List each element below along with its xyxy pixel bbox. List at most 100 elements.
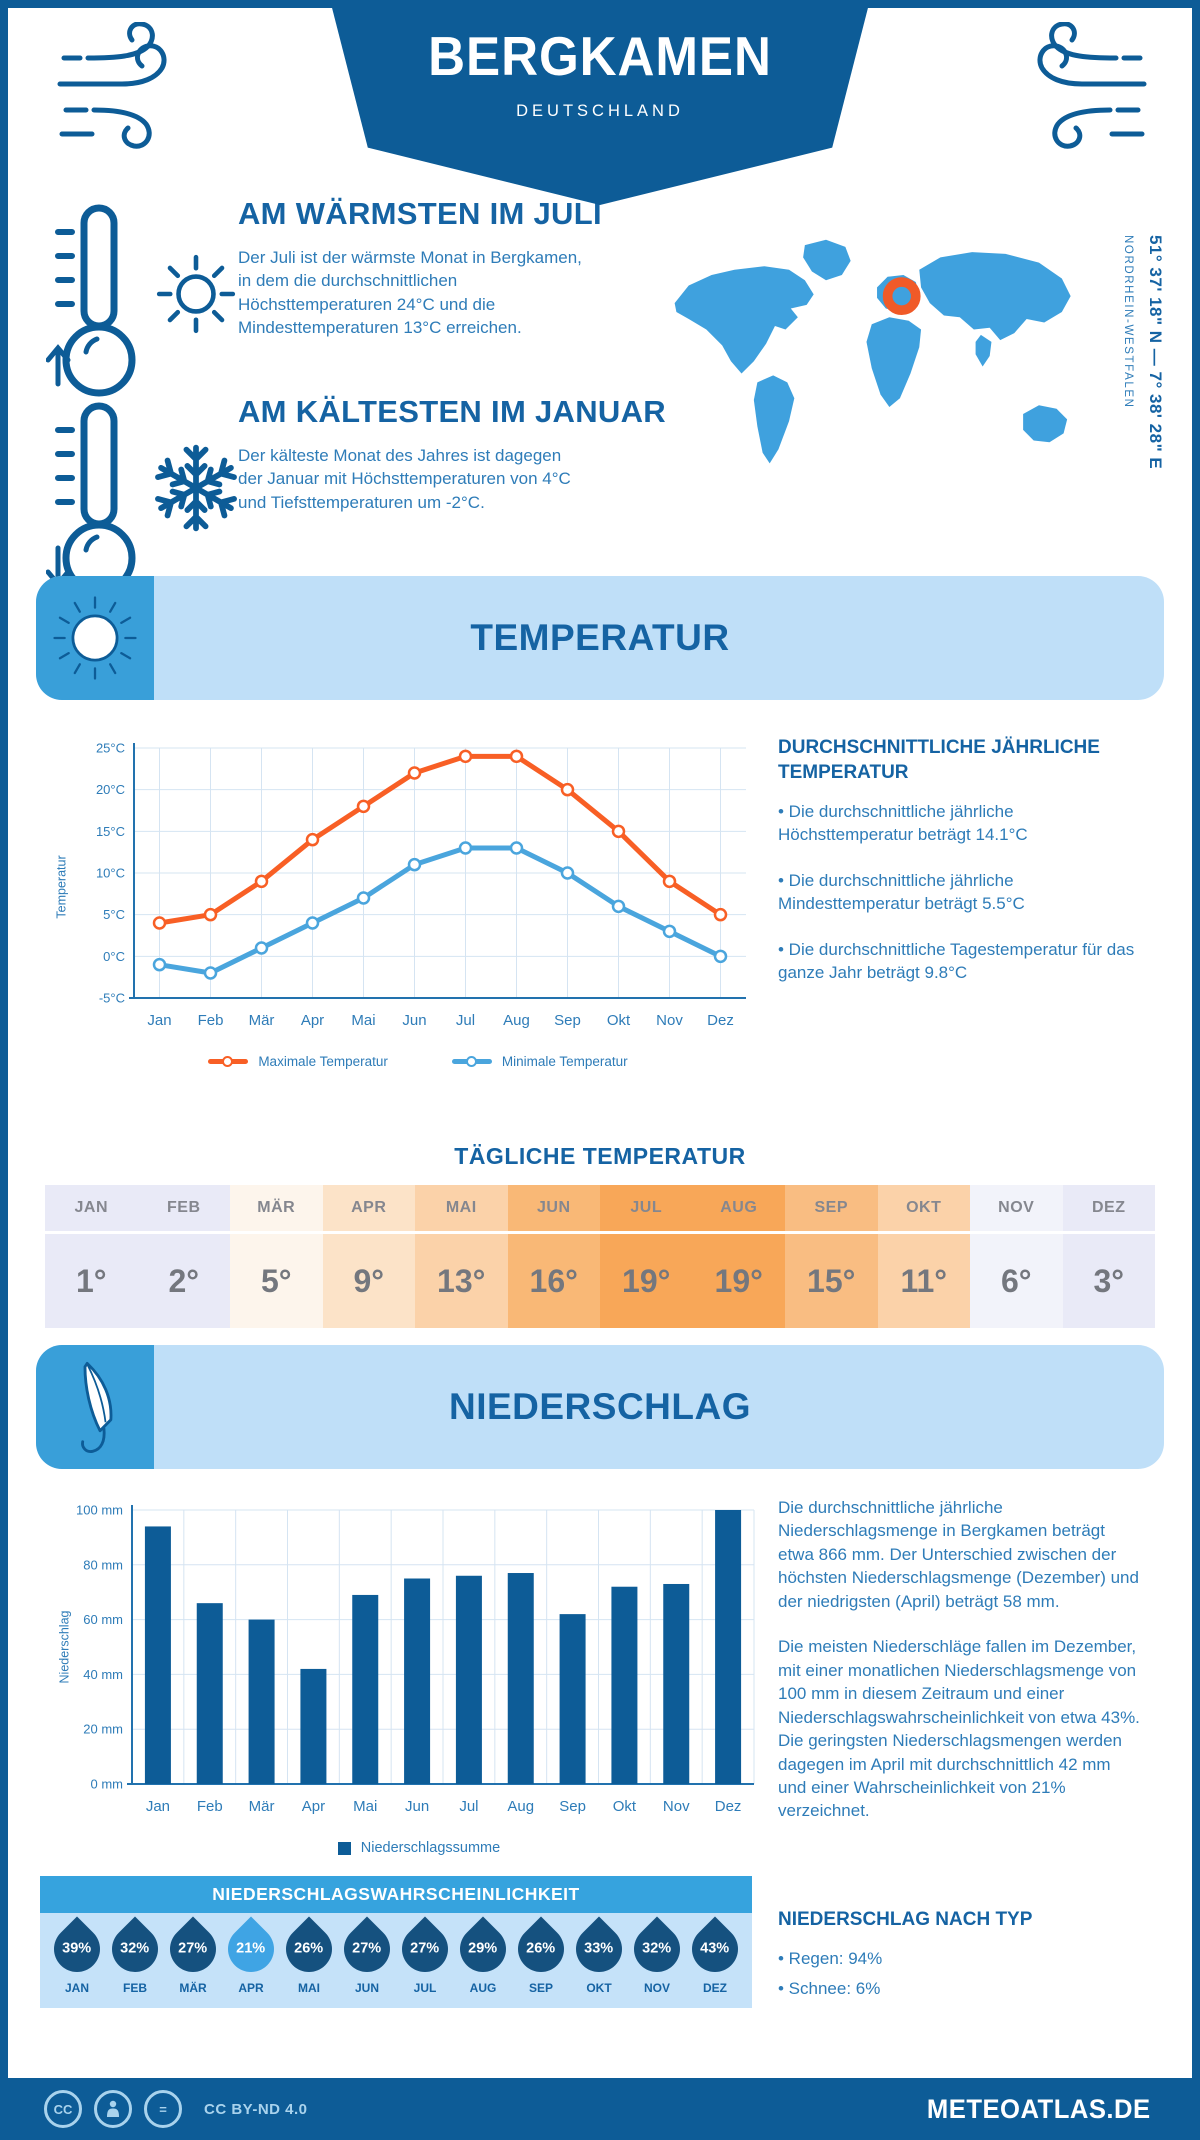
x-tick-label: Jun [402,1012,426,1029]
x-tick-label: Aug [507,1798,534,1815]
x-tick-label: Jul [456,1012,475,1029]
wind-icon [1037,22,1147,149]
daily-temp-month: JUN [536,1199,571,1216]
precip-type-list: • Regen: 94% • Schnee: 6% [778,1944,1140,2004]
divider [45,1231,138,1234]
y-tick-label: 60 mm [83,1612,123,1627]
divider [600,1231,693,1234]
probability-value: 32% [120,1941,150,1957]
daily-temp-month: OKT [906,1199,942,1216]
warmest-heading: AM WÄRMSTEN IM JULI [238,196,602,231]
temperature-band: TEMPERATUR [36,576,1164,714]
precipitation-section-title: NIEDERSCHLAG [448,1386,752,1427]
daily-temp-month: NOV [998,1199,1035,1216]
raindrop-icon: 43% [682,1916,748,1982]
data-point [152,957,167,972]
x-tick-label: Mär [249,1012,275,1029]
raindrop-icon: 29% [450,1916,516,1982]
daily-temp-value: 9° [353,1262,385,1299]
probability-drops: 39% JAN 32% FEB 27% MÄR 21% APR 26% MAI 27% JUN 27% J… [40,1913,752,2008]
daily-temp-value: 19° [714,1262,763,1299]
raindrop-icon: 26% [276,1916,342,1982]
probability-month: JAN [64,1981,89,1995]
max-temp-line [157,753,723,926]
frame-left [0,0,8,2140]
probability-slot: 27% MÄR [160,1913,226,2008]
data-point [305,916,320,930]
legend-label: Niederschlagssumme [360,1840,501,1856]
min-temp-line [157,845,723,976]
daily-temp-cell: NOV 6° [970,1185,1063,1328]
wind-icon [57,22,167,149]
probability-month: JUN [354,1981,379,1995]
data-point [662,874,677,889]
page-title: BERGKAMEN [428,25,772,87]
daily-temp-month: AUG [720,1199,758,1216]
daily-temp-month: MAI [445,1199,477,1216]
y-tick-label: -5°C [99,991,125,1006]
daily-temp-month: SEP [814,1199,848,1216]
precip-bar [404,1578,431,1784]
license-badges: CC = CC BY-ND 4.0 [44,2090,308,2128]
coldest-heading: AM KÄLTESTEN IM JANUAR [238,394,666,429]
raindrop-icon: 27% [160,1916,226,1982]
daily-temp-cell: JUL 19° [600,1185,693,1328]
precipitation-bar-chart: 0 mm 20 mm 40 mm 60 mm 80 mm 100 mm Jan Feb Mär A… [76,1503,755,1815]
probability-month: SEP [528,1981,553,1995]
page-subtitle: DEUTSCHLAND [516,102,684,120]
temp-stats-heading: DURCHSCHNITTLICHE JÄHRLICHE TEMPERATUR [778,737,1100,783]
x-tick-label: Okt [613,1798,637,1815]
data-point [458,749,473,764]
probability-value: 29% [468,1941,498,1957]
y-tick-label: 0°C [103,949,125,964]
daily-temp-cell: JAN 1° [45,1185,138,1328]
precipitation-band: NIEDERSCHLAG [36,1345,1164,1483]
raindrop-icon: 39% [44,1916,110,1982]
x-tick-label: Jul [459,1798,478,1815]
no-derivatives-icon: = [144,2090,182,2128]
daily-temp-month: FEB [167,1199,201,1216]
divider [137,1231,230,1234]
x-tick-label: Mai [351,1012,375,1029]
thermometer-up-icon [46,204,136,397]
temperature-section-title: TEMPERATUR [470,617,730,658]
probability-month: JUL [413,1981,437,1995]
divider [877,1231,970,1234]
probability-value: 26% [526,1941,556,1957]
daily-temperature-title: TÄGLICHE TEMPERATUR [454,1143,746,1169]
site-name: METEOATLAS.DE [926,2093,1151,2124]
raindrop-icon: 32% [102,1916,168,1982]
x-tick-label: Jun [405,1798,429,1815]
probability-slot: 43% DEZ [682,1913,748,2008]
region-text: NORDRHEIN-WESTFALEN [1122,235,1135,409]
data-point [203,907,218,922]
daily-temp-value: 19° [622,1262,671,1299]
temp-stat-bullet: • Die durchschnittliche jährliche Mindes… [778,870,1025,914]
x-tick-label: Apr [301,1012,324,1029]
temp-stats-list: • Die durchschnittliche jährliche Höchst… [778,800,1140,1007]
x-tick-label: Nov [663,1798,690,1815]
raindrop-icon: 21% [218,1916,284,1982]
daily-temp-value: 1° [75,1262,107,1299]
data-point [611,899,626,914]
coldest-text: Der kälteste Monat des Jahres ist dagege… [238,446,571,512]
probability-value: 27% [410,1941,440,1957]
data-point [458,841,473,855]
probability-slot: 33% OKT [566,1913,632,2008]
precip-type-bullet: • Schnee: 6% [778,1978,881,1998]
y-tick-label: 100 mm [76,1503,123,1518]
probability-value: 27% [178,1941,208,1957]
daily-temp-month: DEZ [1092,1199,1126,1216]
x-tick-label: Dez [715,1798,742,1815]
divider [230,1231,323,1234]
data-point [152,916,167,930]
temp-stat-bullet: • Die durchschnittliche jährliche Höchst… [778,802,1028,845]
license-text: CC BY-ND 4.0 [204,2100,308,2118]
precip-bar [455,1575,482,1784]
divider [322,1231,415,1234]
raindrop-icon: 27% [334,1916,400,1982]
y-tick-label: 25°C [96,741,125,756]
daily-temp-month: JAN [74,1199,108,1216]
raindrop-icon: 26% [508,1916,574,1982]
x-tick-label: Aug [503,1012,530,1029]
